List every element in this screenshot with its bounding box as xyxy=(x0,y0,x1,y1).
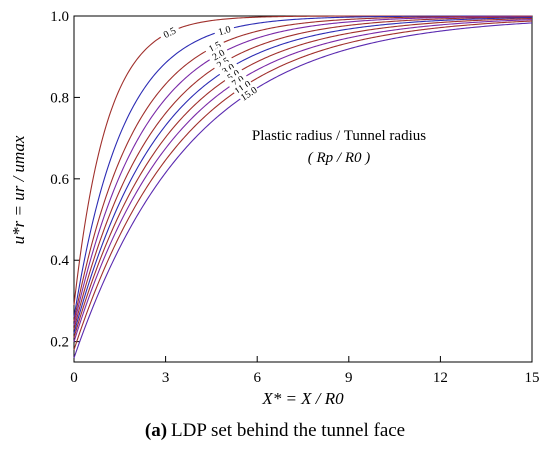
curve-label-bg xyxy=(211,52,235,73)
curve-label-bg xyxy=(230,76,254,97)
ldp-curve-0.5 xyxy=(73,15,532,306)
ldp-curve-15.0 xyxy=(73,22,533,359)
curve-label-bg xyxy=(216,58,240,79)
ldp-curve-5.0 xyxy=(73,17,533,338)
y-tick-label: 0.6 xyxy=(50,172,69,188)
ldp-curve-2.5 xyxy=(73,16,533,330)
y-tick-label: 1.0 xyxy=(50,9,69,25)
x-tick-label: 6 xyxy=(253,370,261,386)
curve-label-bg xyxy=(213,21,236,38)
axis-ticks: 0 3 6 9 12 15 0.2 0.4 0.6 0.8 1.0 xyxy=(50,9,539,386)
x-tick-label: 15 xyxy=(525,370,540,386)
y-tick-label: 0.2 xyxy=(50,335,69,351)
curve-label-bg xyxy=(157,22,181,42)
curve-label-0.5: 0.5 xyxy=(162,26,178,41)
ldp-curve-2.0 xyxy=(73,15,533,326)
ldp-curve-1.0 xyxy=(73,15,532,318)
figure-caption: (a) LDP set behind the tunnel face xyxy=(145,420,405,441)
y-tick-label: 0.4 xyxy=(50,253,69,269)
curve-labels: 0.5 1.01.52.02.53.05.07.011.015.0 xyxy=(157,21,260,104)
ldp-curve-11.0 xyxy=(73,20,533,350)
plot-frame xyxy=(73,15,533,363)
caption-prefix: (a) xyxy=(145,420,167,441)
x-tick-label: 12 xyxy=(433,370,448,386)
curve-label-bg xyxy=(221,64,245,85)
curve-label-bg xyxy=(206,44,230,64)
y-tick-label: 0.8 xyxy=(50,90,69,106)
caption-text: LDP set behind the tunnel face xyxy=(171,420,405,441)
curve-label-bg xyxy=(236,82,260,104)
curve-label-bg xyxy=(202,36,226,56)
ldp-curve-1.5 xyxy=(73,15,532,322)
y-axis-label: u*r = ur / umax xyxy=(9,135,28,244)
ldp-curve-7.0 xyxy=(73,19,533,342)
curve-label-bg xyxy=(226,70,249,91)
x-axis-label: X* = X / R0 xyxy=(261,389,344,408)
ldp-curves xyxy=(73,15,533,359)
x-tick-label: 0 xyxy=(70,370,78,386)
x-tick-label: 9 xyxy=(345,370,353,386)
annotation-line-2: ( Rp / R0 ) xyxy=(308,150,370,166)
annotation-line-1: Plastic radius / Tunnel radius xyxy=(252,128,426,144)
x-tick-label: 3 xyxy=(162,370,170,386)
curve-label-1.0: 1.0 xyxy=(217,24,232,38)
ldp-curve-3.0 xyxy=(73,17,533,334)
